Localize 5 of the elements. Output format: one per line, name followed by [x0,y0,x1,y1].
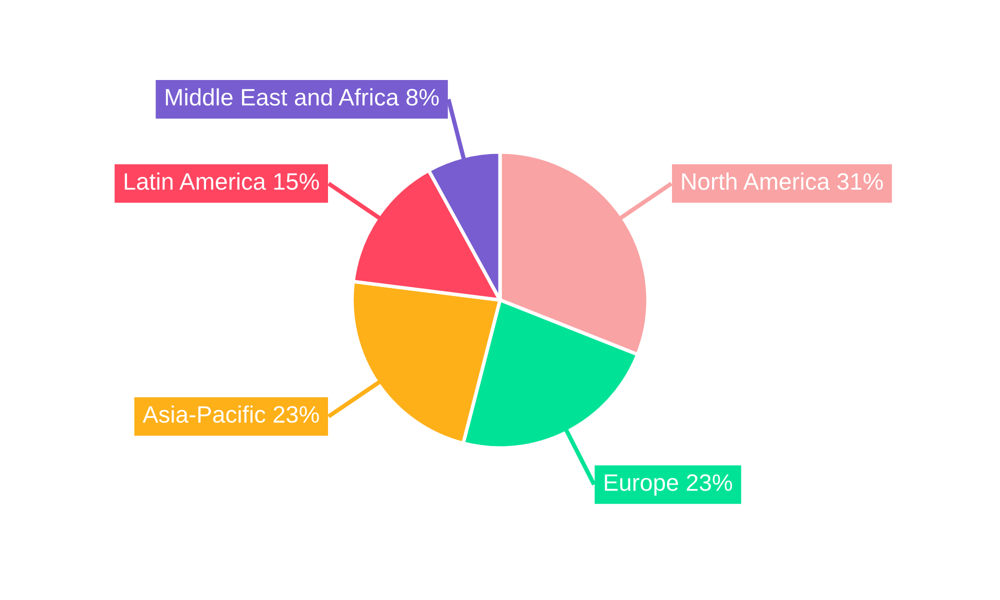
slice-label: Europe 23% [604,474,732,496]
slice-label: Asia-Pacific 23% [142,405,319,423]
slice-label: Latin America 15% [124,172,319,190]
slice-label: North America 31% [682,172,883,190]
slice-label: Middle East and Africa 8% [166,88,439,106]
